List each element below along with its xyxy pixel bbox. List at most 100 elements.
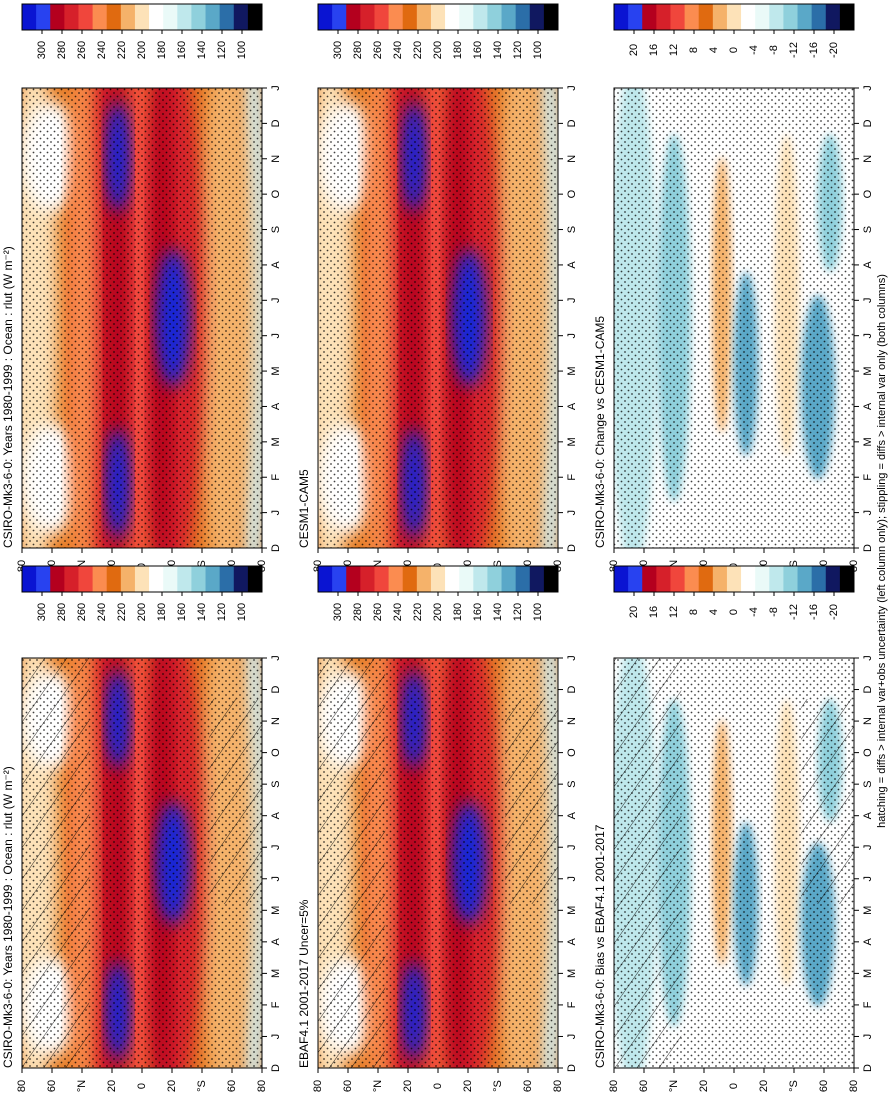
month-tick-label: A [566,261,578,269]
colorbar-swatch [839,4,855,30]
colorbar-swatch [797,4,813,30]
month-tick-label: O [862,189,874,198]
colorbar-swatch [247,4,263,30]
colorbar-swatch [50,566,65,592]
colorbar-tick-label: 280 [352,41,364,59]
month-tick-label: D [270,1064,282,1072]
month-tick-label: J [566,655,578,661]
month-tick-label: O [566,748,578,757]
colorbar-swatch [149,566,164,592]
latitude-tick-label: 0 [432,1083,444,1089]
colorbar-swatch [219,566,235,592]
colorbar-tick-label: 300 [36,603,48,621]
month-tick-label: A [270,938,282,946]
colorbar-swatch [332,566,347,592]
colorbar-tick-label: -4 [748,45,760,55]
latitude-tick-label: 80 [848,1080,860,1092]
colorbar-tick-label: 12 [668,606,680,618]
colorbar-tick-label: 240 [96,41,108,59]
panel-title: EBAF4.1 2001-2017 Uncer=5% [297,899,311,1068]
colorbar-tick-label: 300 [36,41,48,59]
latitude-tick-label: 60 [818,1080,830,1092]
colorbar-swatch [684,566,700,592]
colorbar-tick-label: 180 [156,603,168,621]
latitude-tick-label: °S [492,1080,504,1092]
month-tick-label: S [270,226,282,233]
colorbar-swatch [445,566,460,592]
month-tick-label: S [862,226,874,233]
colorbar-swatch [726,566,742,592]
colorbar-swatch [177,4,192,30]
latitude-tick-label: °N [372,1080,384,1092]
month-tick-label: A [566,938,578,946]
colorbar-swatch [64,566,79,592]
colorbar-tick-label: -12 [788,42,800,58]
colorbar-swatch [205,4,221,30]
month-tick-label: J [862,876,874,882]
colorbar-swatch [698,4,714,30]
month-tick-label: M [566,366,578,375]
colorbar: 20 16 12 8 4 0 -4 -8 -12 -16 -20 [613,565,855,620]
colorbar-swatch [191,566,207,592]
latitude-tick-label: °S [196,1080,208,1092]
colorbar-tick-label: 12 [668,44,680,56]
colorbar-swatch [501,4,517,30]
month-tick-label: D [270,544,282,552]
colorbar-tick-label: 260 [76,41,88,59]
latitude-tick-label: 60 [522,1080,534,1092]
month-tick-label: D [862,686,874,694]
month-tick-label: N [270,717,282,725]
month-tick-label: J [862,844,874,850]
colorbar: 300 280 260 240 220 200 180 160 140 120 100 [21,565,263,621]
month-tick-label: M [862,366,874,375]
latitude-tick-label: 20 [166,1080,178,1092]
colorbar-swatch [388,566,404,592]
colorbar-swatch [219,4,235,30]
colorbar-swatch [445,4,460,30]
month-tick-label: J [566,510,578,516]
colorbar-swatch [134,4,150,30]
month-tick-label: M [270,437,282,446]
colorbar-tick-label: 200 [432,41,444,59]
colorbar-tick-label: 200 [432,603,444,621]
colorbar-tick-label: 200 [136,603,148,621]
colorbar-swatch [374,566,390,592]
colorbar-swatch [741,566,756,592]
colorbar-tick-label: 200 [136,41,148,59]
month-tick-label: S [566,226,578,233]
month-tick-label: A [566,811,578,819]
colorbar-swatch [92,566,108,592]
month-tick-label: J [270,1034,282,1040]
panel-title: CESM1-CAM5 [297,469,311,548]
month-tick-label: D [862,119,874,127]
month-tick-label: N [566,155,578,163]
month-tick-label: M [566,969,578,978]
colorbar-swatch [487,4,503,30]
month-tick-label: D [566,544,578,552]
colorbar-swatch [755,4,770,30]
month-tick-label: J [566,298,578,304]
month-tick-label: A [270,402,282,410]
month-tick-label: A [270,811,282,819]
latitude-tick-label: 80 [256,1080,268,1092]
month-tick-label: O [862,748,874,757]
colorbar-swatch [177,566,192,592]
latitude-tick-label: °S [788,1080,800,1092]
latitude-tick-label: 0 [136,1083,148,1089]
month-tick-label: M [270,906,282,915]
latitude-tick-label: 60 [226,1080,238,1092]
month-tick-label: A [862,261,874,269]
colorbar-tick-label: 220 [116,603,128,621]
month-tick-label: A [566,402,578,410]
colorbar-swatch [712,566,728,592]
colorbar-swatch [642,4,657,30]
colorbar-tick-label: 140 [196,603,208,621]
colorbar-swatch [191,4,207,30]
colorbar-tick-label: -8 [768,607,780,617]
colorbar-swatch [529,4,545,30]
colorbar-swatch [233,566,249,592]
colorbar-swatch [825,4,841,30]
month-tick-label: D [566,119,578,127]
colorbar-swatch [769,566,784,592]
latitude-tick-label: 20 [402,1080,414,1092]
